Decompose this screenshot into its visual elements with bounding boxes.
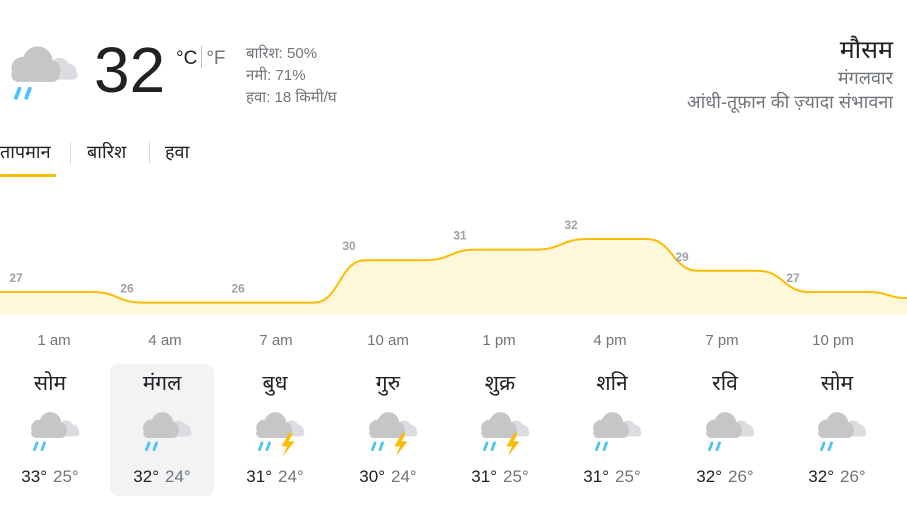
high-temp: 31° bbox=[246, 467, 272, 486]
time-label: 1 am bbox=[37, 332, 71, 349]
low-temp: 26° bbox=[840, 467, 866, 486]
high-temp: 30° bbox=[359, 467, 385, 486]
current-condition: आंधी-तूफ़ान की ज़्यादा संभावना bbox=[686, 92, 893, 112]
day-temperatures: 32° 24° bbox=[110, 466, 214, 488]
low-temp: 25° bbox=[503, 467, 529, 486]
weather-details: बारिश: 50% नमी: 71% हवा: 18 किमी/घ bbox=[246, 43, 337, 109]
time-axis: 1 am 4 am 7 am 10 am 1 pm 4 pm 7 pm 10 p… bbox=[0, 330, 907, 354]
tab-divider bbox=[70, 142, 71, 164]
day-name: रवि bbox=[712, 372, 738, 395]
temperature-data-label: 32 bbox=[564, 218, 578, 232]
high-temp: 33° bbox=[21, 467, 47, 486]
fahrenheit-button[interactable]: °F bbox=[206, 48, 226, 69]
time-label: 1 pm bbox=[482, 332, 516, 349]
forecast-day[interactable]: गुरु 30° 24° bbox=[336, 364, 440, 496]
temperature-chart: 27 26 26 30 31 32 29 27 bbox=[0, 218, 907, 314]
tab-wind[interactable]: हवा bbox=[165, 142, 190, 162]
high-temp: 31° bbox=[583, 467, 609, 486]
current-day: मंगलवार bbox=[837, 68, 893, 88]
rain-cloud-icon bbox=[0, 40, 80, 110]
unit-toggle: °C °F bbox=[176, 46, 226, 70]
forecast-day[interactable]: शुक्र 31° 25° bbox=[448, 364, 552, 496]
temperature-area bbox=[0, 239, 907, 314]
thunderstorm-icon bbox=[247, 408, 307, 458]
temperature-data-label: 30 bbox=[342, 239, 356, 253]
forecast-day[interactable]: शनि 31° 25° bbox=[560, 364, 664, 496]
current-temperature: 32 bbox=[94, 34, 166, 106]
low-temp: 24° bbox=[391, 467, 417, 486]
day-name: मंगल bbox=[142, 372, 182, 395]
low-temp: 26° bbox=[728, 467, 754, 486]
low-temp: 25° bbox=[615, 467, 641, 486]
temperature-data-label: 29 bbox=[675, 250, 689, 264]
rain-cloud-icon bbox=[22, 408, 82, 458]
tab-divider bbox=[149, 142, 150, 164]
rain-cloud-icon bbox=[584, 408, 644, 458]
day-temperatures: 32° 26° bbox=[785, 466, 889, 488]
time-label: 10 am bbox=[367, 332, 409, 349]
daily-forecast: सोम 33° 25° मंगल 32° 24° बुध 31° 24° गुरु 3… bbox=[0, 364, 907, 498]
temperature-data-label: 26 bbox=[120, 282, 134, 296]
high-temp: 31° bbox=[471, 467, 497, 486]
high-temp: 32° bbox=[696, 467, 722, 486]
low-temp: 24° bbox=[165, 467, 191, 486]
high-temp: 32° bbox=[808, 467, 834, 486]
rain-cloud-icon bbox=[134, 408, 194, 458]
day-temperatures: 31° 24° bbox=[223, 466, 327, 488]
precipitation-text: बारिश: 50% bbox=[246, 45, 318, 62]
forecast-day[interactable]: बुध 31° 24° bbox=[223, 364, 327, 496]
tab-selected-indicator bbox=[0, 174, 56, 177]
day-name: शनि bbox=[596, 372, 628, 395]
forecast-day[interactable]: रवि 32° 26° bbox=[673, 364, 777, 496]
day-name: बुध bbox=[262, 372, 288, 395]
weather-header: मौसम मंगलवार आंधी-तूफ़ान की ज़्यादा संभा… bbox=[687, 34, 893, 114]
temperature-data-label: 27 bbox=[9, 271, 23, 285]
day-temperatures: 31° 25° bbox=[560, 466, 664, 488]
temperature-data-label: 31 bbox=[453, 229, 467, 243]
thunderstorm-icon bbox=[472, 408, 532, 458]
time-label: 7 am bbox=[259, 332, 293, 349]
day-temperatures: 33° 25° bbox=[0, 466, 102, 488]
tab-temperature[interactable]: तापमान bbox=[0, 142, 51, 162]
day-temperatures: 31° 25° bbox=[448, 466, 552, 488]
celsius-button[interactable]: °C bbox=[176, 48, 198, 69]
day-name: गुरु bbox=[375, 372, 401, 395]
thunderstorm-icon bbox=[360, 408, 420, 458]
wind-text: हवा: 18 किमी/घ bbox=[246, 89, 337, 106]
forecast-day[interactable]: सोम 32° 26° bbox=[785, 364, 889, 496]
time-label: 4 pm bbox=[593, 332, 627, 349]
unit-divider bbox=[201, 46, 203, 68]
day-temperatures: 30° 24° bbox=[336, 466, 440, 488]
forecast-day[interactable]: मंगल 32° 24° bbox=[110, 364, 214, 496]
temperature-line bbox=[0, 238, 907, 304]
humidity-text: नमी: 71% bbox=[246, 67, 306, 84]
temperature-data-label: 27 bbox=[786, 271, 800, 285]
forecast-day[interactable]: सोम 33° 25° bbox=[0, 364, 102, 496]
low-temp: 24° bbox=[278, 467, 304, 486]
day-temperatures: 32° 26° bbox=[673, 466, 777, 488]
day-name: सोम bbox=[33, 372, 67, 395]
time-label: 4 am bbox=[148, 332, 182, 349]
day-name: शुक्र bbox=[484, 372, 516, 395]
day-name: सोम bbox=[820, 372, 854, 395]
low-temp: 25° bbox=[53, 467, 79, 486]
high-temp: 32° bbox=[133, 467, 159, 486]
rain-cloud-icon bbox=[697, 408, 757, 458]
time-label: 7 pm bbox=[705, 332, 739, 349]
time-label: 10 pm bbox=[812, 332, 854, 349]
weather-title: मौसम bbox=[839, 36, 893, 64]
temperature-data-label: 26 bbox=[231, 282, 245, 296]
tab-precipitation[interactable]: बारिश bbox=[87, 142, 127, 162]
rain-cloud-icon bbox=[809, 408, 869, 458]
